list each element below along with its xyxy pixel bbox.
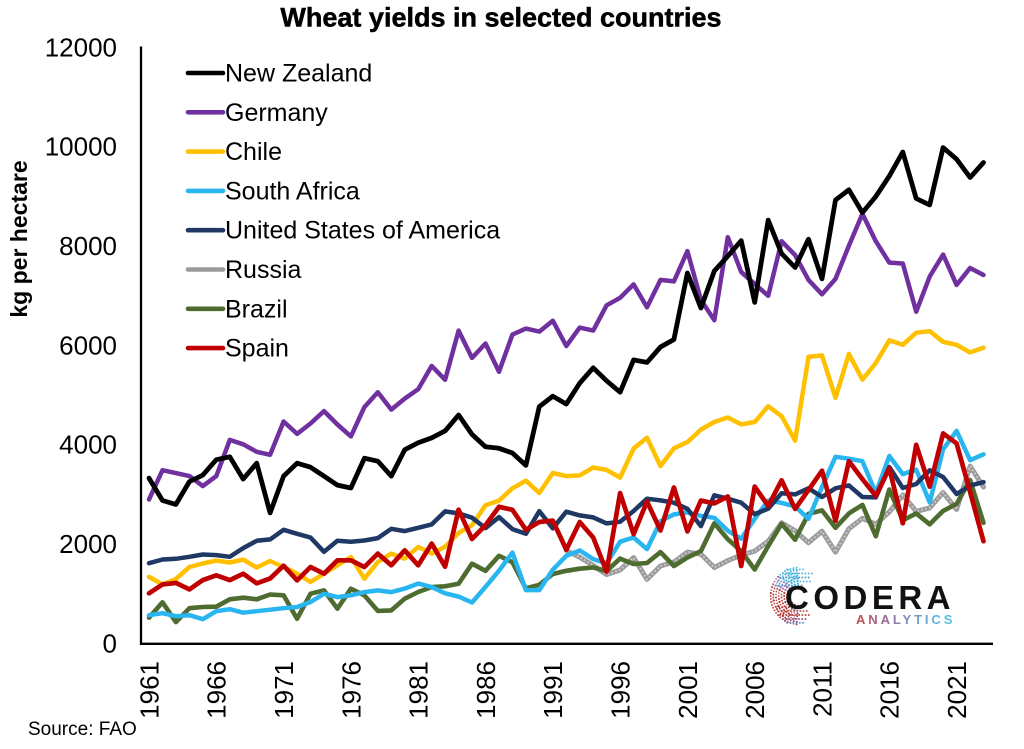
svg-text:1966: 1966 <box>202 661 232 719</box>
svg-text:1971: 1971 <box>269 661 299 719</box>
svg-text:0: 0 <box>103 628 117 658</box>
svg-text:1961: 1961 <box>134 661 164 719</box>
svg-text:2011: 2011 <box>807 661 837 717</box>
svg-text:2001: 2001 <box>673 661 703 719</box>
svg-text:1976: 1976 <box>336 661 366 719</box>
svg-text:ANALYTICS: ANALYTICS <box>856 612 955 627</box>
svg-text:United States of America: United States of America <box>225 217 500 245</box>
svg-text:6000: 6000 <box>59 330 117 360</box>
svg-text:1981: 1981 <box>404 661 434 719</box>
svg-text:CODERA: CODERA <box>785 579 955 616</box>
svg-text:Wheat yields in selected count: Wheat yields in selected countries <box>280 3 721 33</box>
svg-text:1991: 1991 <box>538 661 568 719</box>
svg-text:10000: 10000 <box>45 132 117 162</box>
svg-text:South Africa: South Africa <box>225 177 360 205</box>
svg-text:1996: 1996 <box>606 661 636 719</box>
svg-text:2016: 2016 <box>875 661 905 719</box>
svg-text:New Zealand: New Zealand <box>225 60 372 88</box>
svg-text:Chile: Chile <box>225 138 282 166</box>
svg-text:8000: 8000 <box>59 231 117 261</box>
svg-text:kg per hectare: kg per hectare <box>6 160 32 317</box>
svg-text:1986: 1986 <box>471 661 501 719</box>
svg-text:Spain: Spain <box>225 335 289 363</box>
svg-text:12000: 12000 <box>45 32 117 62</box>
svg-text:4000: 4000 <box>59 430 117 460</box>
svg-text:2006: 2006 <box>740 661 770 719</box>
svg-text:2021: 2021 <box>942 661 972 719</box>
svg-text:Germany: Germany <box>225 99 328 127</box>
svg-text:Brazil: Brazil <box>225 295 288 323</box>
svg-text:2000: 2000 <box>59 529 117 559</box>
svg-text:Source: FAO: Source: FAO <box>28 719 137 740</box>
svg-text:Russia: Russia <box>225 256 302 284</box>
